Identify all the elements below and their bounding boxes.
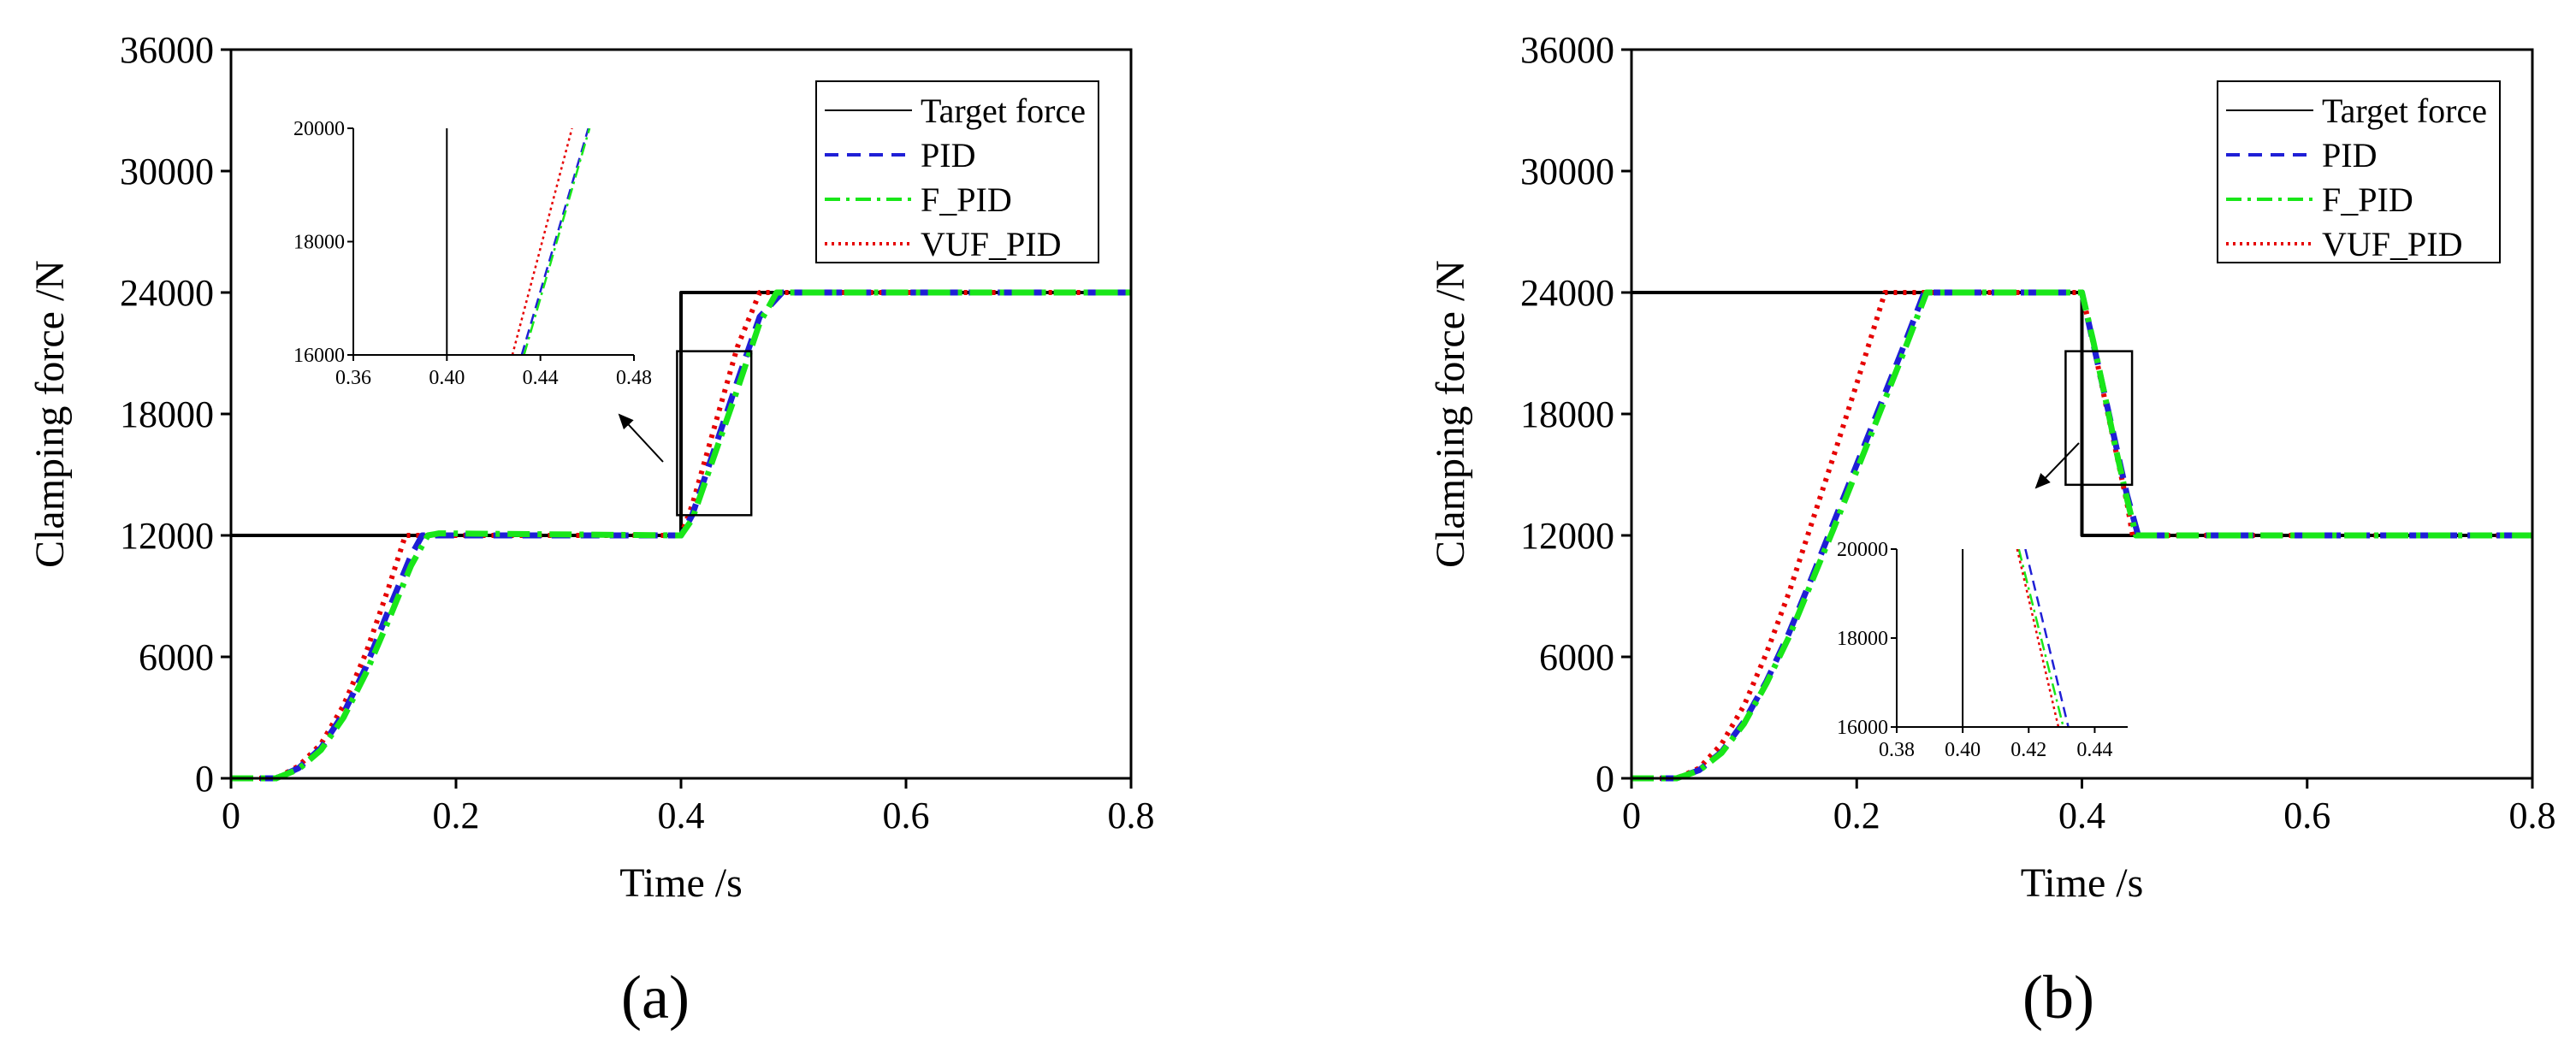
panel-a-x-tick-label: 0.6 <box>883 795 930 836</box>
panel-a-inset-series-pid <box>520 128 589 355</box>
panel-a-inset-y-tick-label: 16000 <box>293 345 345 367</box>
panel-a-x-tick-label: 0.2 <box>433 795 480 836</box>
panel-a-series-layer <box>231 289 1131 782</box>
panel-b-legend-label: Target force <box>2322 92 2487 130</box>
panel-b-inset-series-f-pid <box>2017 549 2065 727</box>
panel-b-x-tick-label: 0.4 <box>2058 795 2105 836</box>
panel-a-legend-label: F_PID <box>921 180 1012 219</box>
panel-b-series-layer <box>1631 289 2532 782</box>
panel-b-inset-x-tick-label: 0.42 <box>2010 739 2046 761</box>
panel-b-x-axis-title: Time /s <box>2021 860 2144 906</box>
panel-a-zoom-arrow <box>618 413 664 463</box>
panel-b-legend-box <box>2217 80 2501 263</box>
panel-b-inset-series-pid <box>2024 549 2070 727</box>
panel-b-inset-series-vuf-pid <box>2016 549 2060 727</box>
panel-a-x-tick-label: 0.8 <box>1108 795 1155 836</box>
panel-b-y-tick-label: 18000 <box>1520 393 1614 435</box>
panel-a-inset-x-tick-label: 0.48 <box>616 367 652 389</box>
panel-a-inset-series-vuf-pid <box>511 128 573 355</box>
panel-a-y-tick-label: 36000 <box>120 29 214 71</box>
panel-b-zoom-box <box>2064 350 2134 487</box>
panel-a-inset-x-tick-label: 0.44 <box>523 367 559 389</box>
panel-b-inset: 0.38 0.40 0.42 0.44 16000 18000 20000 <box>1837 539 2128 761</box>
panel-b-inset-y-tick-label: 18000 <box>1837 628 1888 650</box>
panel-a-inset-y-tick-label: 18000 <box>293 232 345 254</box>
panel-b-y-axis-title: Clamping force /N <box>1428 260 1473 568</box>
panel-b-inset-x-tick-label: 0.38 <box>1879 739 1915 761</box>
panel-a-y-axis-title: Clamping force /N <box>27 260 73 568</box>
panel-b-label: (b) <box>2022 963 2094 1031</box>
panel-a-y-tick-label: 6000 <box>139 636 214 678</box>
panel-a-label: (a) <box>621 963 690 1031</box>
panel-a-legend-label: PID <box>921 136 975 174</box>
panel-a-axis-ticks: 0 0.2 0.4 0.6 0.8 0 6000 12000 18000 24000 30000 36… <box>120 29 1155 836</box>
panel-a-legend-entry-pid: PID <box>825 136 975 174</box>
panel-a-legend-entry-vufpid: VUF_PID <box>825 225 1061 263</box>
panel-a-zoom-box <box>676 350 753 517</box>
panel-a-x-tick-label: 0.4 <box>658 795 705 836</box>
panel-b-y-tick-label: 24000 <box>1520 272 1614 314</box>
panel-b-inset-y-tick-label: 20000 <box>1837 539 1888 561</box>
panel-b-zoom-indicator <box>2034 350 2134 489</box>
panel-b-y-tick-label: 12000 <box>1520 515 1614 557</box>
panel-b-legend-entry-vufpid: VUF_PID <box>2226 225 2462 263</box>
panel-a-legend-box <box>815 80 1099 263</box>
panel-a-legend-entry-fpid: F_PID <box>825 180 1012 219</box>
panel-a-y-tick-label: 30000 <box>120 151 214 192</box>
panel-b-x-tick-label: 0.6 <box>2283 795 2330 836</box>
panel-a-series-pid <box>231 289 1131 782</box>
panel-b-inset-axes <box>1896 549 2128 728</box>
panel-a-legend-entry-target: Target force <box>825 92 1086 130</box>
panel-b-inset-x-tick-label: 0.44 <box>2076 739 2112 761</box>
panel-b-y-tick-label: 0 <box>1596 758 1614 800</box>
panel-b-x-tick-label: 0.8 <box>2509 795 2556 836</box>
panel-b-legend-entry-fpid: F_PID <box>2226 180 2413 219</box>
panel-a-inset-axes <box>352 128 634 356</box>
panel-a-inset-x-tick-label: 0.36 <box>335 367 371 389</box>
panel-a-series-f-pid <box>231 289 1131 782</box>
panel-a-y-tick-label: 24000 <box>120 272 214 314</box>
panel-a-inset-series-layer <box>446 128 591 355</box>
panel-b-y-tick-label: 36000 <box>1520 29 1614 71</box>
panel-b-x-tick-label: 0.2 <box>1833 795 1880 836</box>
panel-a-series-target-force <box>231 291 1131 537</box>
panel-a-legend: Target force PID F_PID VUF_PID <box>815 80 1099 263</box>
panel-a-zoom-indicator <box>618 350 753 517</box>
panel-a-inset-series-f-pid <box>523 128 591 355</box>
panel-b-zoom-arrow <box>2034 442 2080 489</box>
panel-b-series-target-force <box>1631 291 2532 537</box>
panel-b-inset-series-layer <box>1962 549 2070 727</box>
panel-a-inset-y-tick-label: 20000 <box>293 118 345 140</box>
panel-b-inset-x-tick-label: 0.40 <box>1945 739 1981 761</box>
panel-b-y-tick-label: 6000 <box>1539 636 1614 678</box>
panel-a-inset-x-tick-label: 0.40 <box>429 367 465 389</box>
panel-a-legend-label: VUF_PID <box>921 225 1061 263</box>
panel-b-x-tick-label: 0 <box>1622 795 1641 836</box>
panel-b-legend-label: VUF_PID <box>2322 225 2462 263</box>
panel-b-y-tick-label: 30000 <box>1520 151 1614 192</box>
panel-b-legend: Target force PID F_PID VUF_PID <box>2217 80 2501 263</box>
panel-a-x-axis-title: Time /s <box>619 860 743 906</box>
panel-a-y-tick-label: 12000 <box>120 515 214 557</box>
panel-b-legend-entry-pid: PID <box>2226 136 2377 174</box>
panel-a-legend-label: Target force <box>921 92 1086 130</box>
panel-b-legend-label: PID <box>2322 136 2377 174</box>
panel-a-y-tick-label: 18000 <box>120 393 214 435</box>
panel-b-legend-entry-target: Target force <box>2226 92 2487 130</box>
panel-b-legend-label: F_PID <box>2322 180 2413 219</box>
panel-a-inset: 0.36 0.40 0.44 0.48 16000 18000 20000 <box>293 118 652 389</box>
panel-a-y-tick-label: 0 <box>195 758 214 800</box>
panel-b-inset-y-tick-label: 16000 <box>1837 717 1888 739</box>
panel-b-axis-ticks: 0 0.2 0.4 0.6 0.8 0 6000 12000 18000 24000 30000 36… <box>1520 29 2556 836</box>
panel-b-series-f-pid <box>1631 289 2532 782</box>
panel-b-chart: 0 0.2 0.4 0.6 0.8 0 6000 12000 18000 24000 30000 36… <box>1428 29 2555 1031</box>
panel-a-chart: 0 0.2 0.4 0.6 0.8 0 6000 12000 18000 24000 30000 36… <box>27 29 1154 1031</box>
panel-a-x-tick-label: 0 <box>222 795 240 836</box>
